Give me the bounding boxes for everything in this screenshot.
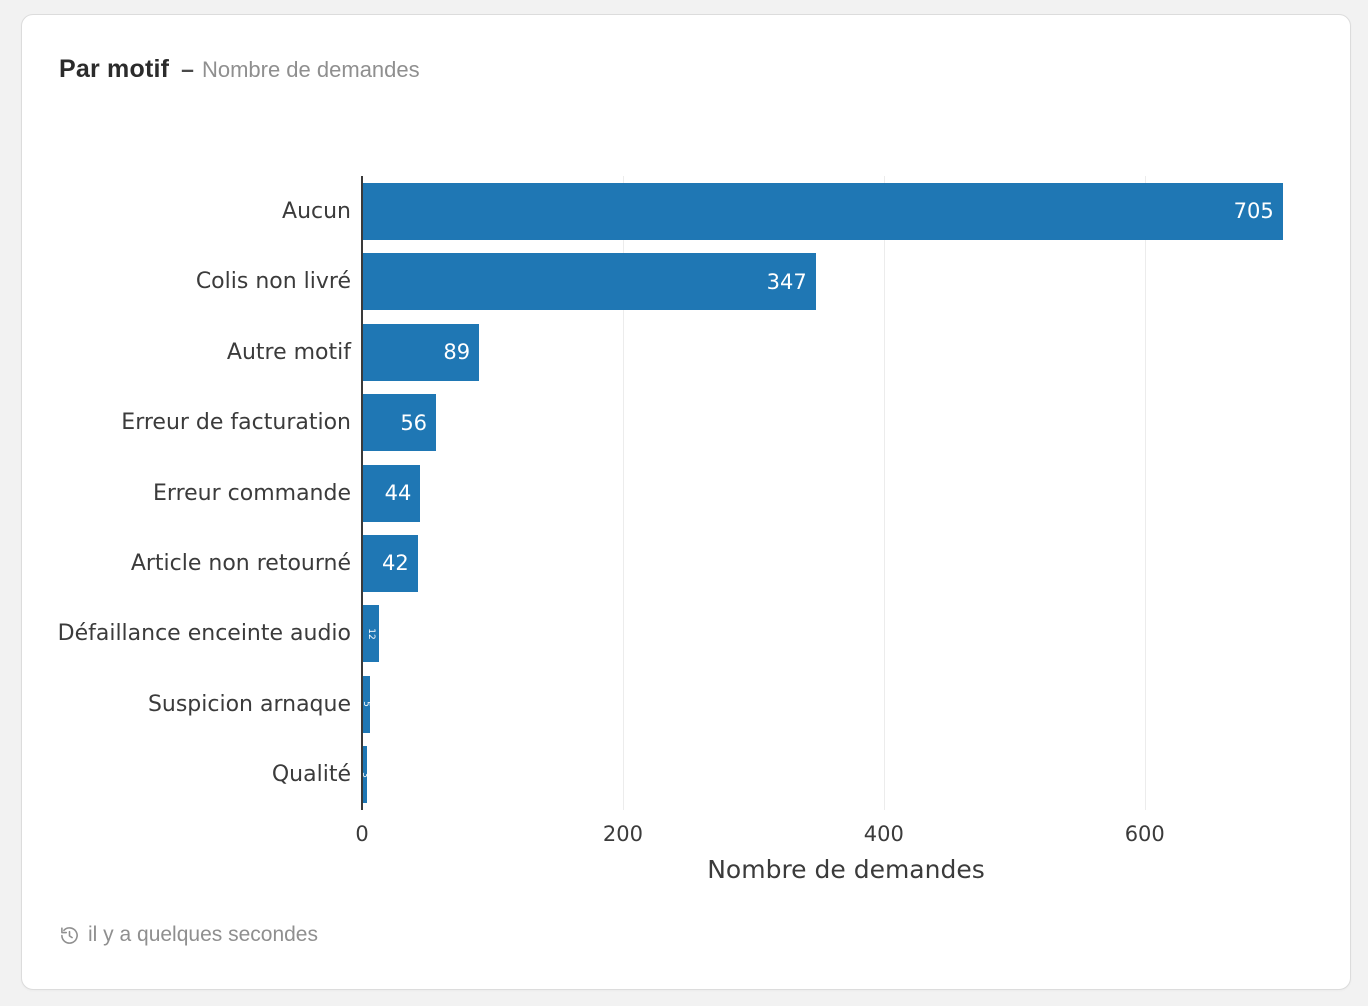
x-axis-title: Nombre de demandes — [707, 855, 985, 884]
chart-bar[interactable]: 3 — [359, 746, 370, 804]
bar-value-label: 44 — [384, 481, 412, 505]
bar-value-label: 12 — [365, 628, 376, 640]
category-label: Qualité — [271, 762, 351, 788]
gridline-600 — [1144, 176, 1146, 810]
category-label: Erreur commande — [153, 480, 351, 506]
last-updated-footer: il y a quelques secondes — [59, 923, 318, 947]
bar-value-label: 56 — [400, 410, 428, 435]
gridline-200 — [622, 176, 624, 810]
x-tick-label-400: 400 — [863, 822, 904, 846]
card-subtitle: Nombre de demandes — [201, 57, 420, 82]
x-tick-label-0: 0 — [355, 822, 369, 846]
chart-bar[interactable]: 42 — [363, 534, 418, 592]
gridline-400 — [883, 176, 885, 810]
chart-bar[interactable]: 44 — [363, 464, 421, 522]
bar-value-label: 3 — [359, 771, 370, 778]
chart-bar[interactable]: 56 — [363, 394, 437, 452]
category-label: Suspicion arnaque — [147, 691, 351, 717]
category-label: Défaillance enceinte audio — [57, 621, 351, 647]
category-label: Autre motif — [226, 339, 351, 365]
category-label: Article non retourné — [130, 550, 351, 576]
chart-bar[interactable]: 12 — [363, 605, 379, 663]
category-label: Colis non livré — [195, 269, 351, 295]
bar-value-label: 42 — [382, 551, 409, 576]
history-clock-icon — [61, 926, 78, 944]
chart-card: Par motif – Nombre de demandes 0 200 400 600 A… — [21, 14, 1351, 990]
chart-bar[interactable]: 89 — [363, 323, 480, 381]
y-axis-line — [361, 176, 363, 810]
bar-value-label: 347 — [766, 269, 807, 294]
chart-bar[interactable]: 347 — [363, 253, 816, 311]
category-label: Aucun — [282, 198, 351, 224]
card-header: Par motif – Nombre de demandes — [59, 55, 420, 84]
bar-chart-plot-area: 0 200 400 600 Aucun 705 Colis non livré 347 Autr… — [58, 176, 1330, 846]
bar-value-label: 89 — [443, 340, 471, 365]
card-title: Par motif — [59, 55, 170, 83]
category-label: Erreur de facturation — [121, 410, 351, 436]
chart-bar[interactable]: 5 — [361, 675, 372, 733]
x-tick-label-200: 200 — [602, 822, 643, 846]
chart-bar[interactable]: 705 — [363, 182, 1283, 240]
bar-value-label: 705 — [1233, 199, 1274, 224]
title-separator: – — [181, 56, 194, 82]
last-updated-text: il y a quelques secondes — [88, 923, 318, 946]
bar-value-label: 5 — [361, 701, 372, 708]
x-tick-label-600: 600 — [1124, 822, 1165, 846]
